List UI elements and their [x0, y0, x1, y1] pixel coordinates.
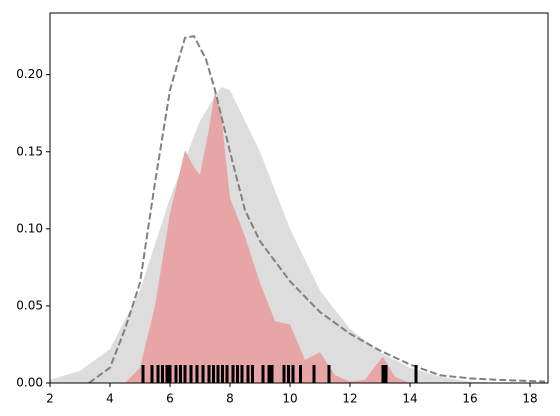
y-tick-label: 0.15 [16, 144, 43, 158]
x-tick-label: 6 [166, 392, 174, 406]
x-tick-label: 18 [522, 392, 537, 406]
y-tick-label: 0.20 [16, 67, 43, 81]
y-tick-label: 0.00 [16, 376, 43, 390]
x-tick-label: 12 [342, 392, 357, 406]
kde-area [125, 91, 410, 383]
x-tick-label: 2 [46, 392, 54, 406]
x-tick-label: 8 [226, 392, 234, 406]
plot [50, 34, 546, 383]
plot-frame [49, 12, 549, 384]
y-tick-label: 0.05 [16, 298, 43, 312]
x-tick-label: 10 [282, 392, 297, 406]
kde-line [88, 34, 546, 383]
x-tick-label: 14 [402, 392, 417, 406]
x-tick-label: 4 [106, 392, 114, 406]
x-tick-label: 16 [462, 392, 477, 406]
y-tick-label: 0.10 [16, 221, 43, 235]
